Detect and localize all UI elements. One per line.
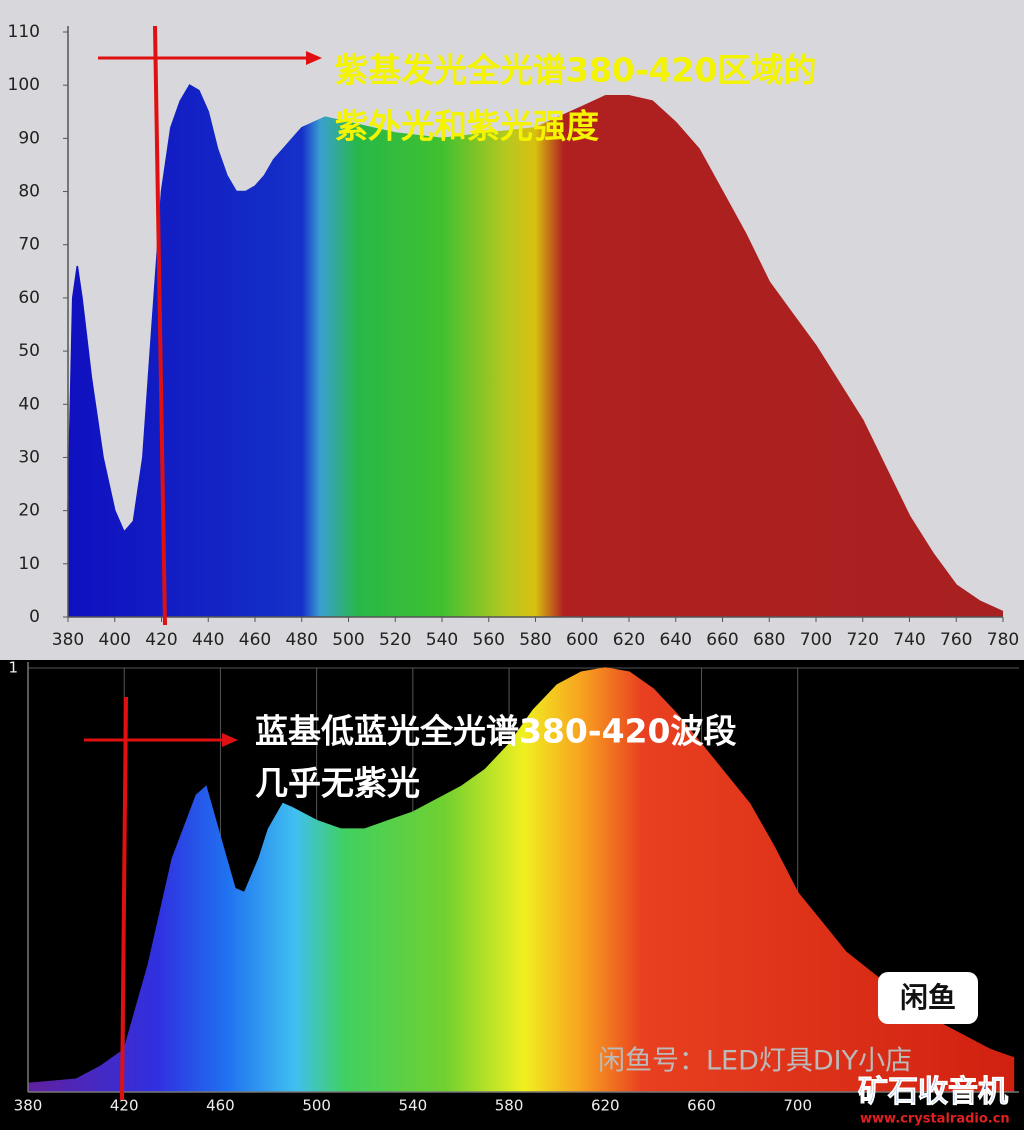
logo-box [878, 972, 978, 1024]
arrow-head [222, 733, 238, 747]
annotation: 几乎无紫光 [255, 764, 420, 803]
area-line [27, 667, 1015, 1085]
x-tick-label: 480 [286, 630, 318, 650]
annotation: 紫外光和紫光强度 [335, 107, 599, 146]
watermark: 闲鱼号：LED灯具DIY小店 [598, 1046, 912, 1077]
x-tick-label: 760 [940, 630, 972, 650]
y-tick-label: 100 [8, 75, 40, 95]
x-tick-label: 380 [14, 1097, 43, 1115]
area-fill [68, 85, 1003, 617]
site-name: 矿石收音机 [858, 1075, 1008, 1110]
x-tick-label: 540 [399, 1097, 428, 1115]
y-tick-label: 80 [18, 182, 40, 202]
annotation: 蓝基低蓝光全光谱380-420波段 [255, 712, 736, 751]
x-tick-label: 660 [687, 1097, 716, 1115]
y-tick-label: 1 [8, 659, 18, 677]
x-tick-label: 720 [847, 630, 879, 650]
y-tick-label: 0 [29, 607, 40, 627]
x-tick-label: 740 [893, 630, 925, 650]
x-tick-label: 620 [591, 1097, 620, 1115]
area-fill [28, 668, 1015, 1092]
y-tick-label: 60 [18, 288, 40, 308]
annotation: 紫基发光全光谱380-420区域的 [335, 51, 816, 90]
x-tick-label: 780 [987, 630, 1019, 650]
x-tick-label: 500 [332, 630, 364, 650]
x-tick-label: 520 [379, 630, 411, 650]
y-tick-label: 10 [18, 554, 40, 574]
arrow-head [306, 51, 322, 65]
x-tick-label: 560 [473, 630, 505, 650]
x-tick-label: 660 [706, 630, 738, 650]
x-tick-label: 620 [613, 630, 645, 650]
y-tick-label: 40 [18, 394, 40, 414]
y-tick-label: 110 [8, 22, 40, 42]
x-tick-label: 700 [783, 1097, 812, 1115]
chart-bottom: 1 380 420 460 500 540 580 620 660 700 [8, 659, 1019, 1115]
x-tick-label: 380 [52, 630, 84, 650]
x-tick-label: 700 [800, 630, 832, 650]
y-tick-label: 70 [18, 235, 40, 255]
x-tick-label: 600 [566, 630, 598, 650]
x-tick-label: 640 [660, 630, 692, 650]
logo: 闲鱼 [900, 981, 956, 1014]
marker-line [120, 696, 128, 1101]
y-tick-label: 20 [18, 501, 40, 521]
x-tick-label: 400 [99, 630, 131, 650]
x-tick-label: 460 [206, 1097, 235, 1115]
chart-top: 0 10 20 30 40 50 60 70 80 90 100 110 380 400 420 440 460… [8, 22, 1020, 650]
y-tick-label: 50 [18, 341, 40, 361]
y-tick-label: 90 [18, 128, 40, 148]
site-url: www.crystalradio.cn [860, 1112, 1010, 1127]
x-tick-label: 580 [519, 630, 551, 650]
x-tick-label: 420 [145, 630, 177, 650]
area-line [67, 84, 1004, 613]
x-tick-label: 420 [110, 1097, 139, 1115]
y-tick-label: 30 [18, 447, 40, 467]
x-tick-label: 580 [495, 1097, 524, 1115]
x-tick-label: 440 [192, 630, 224, 650]
x-tick-label: 500 [302, 1097, 331, 1115]
marker-line [153, 25, 167, 626]
x-tick-label: 680 [753, 630, 785, 650]
x-tick-label: 540 [426, 630, 458, 650]
x-tick-label: 460 [239, 630, 271, 650]
